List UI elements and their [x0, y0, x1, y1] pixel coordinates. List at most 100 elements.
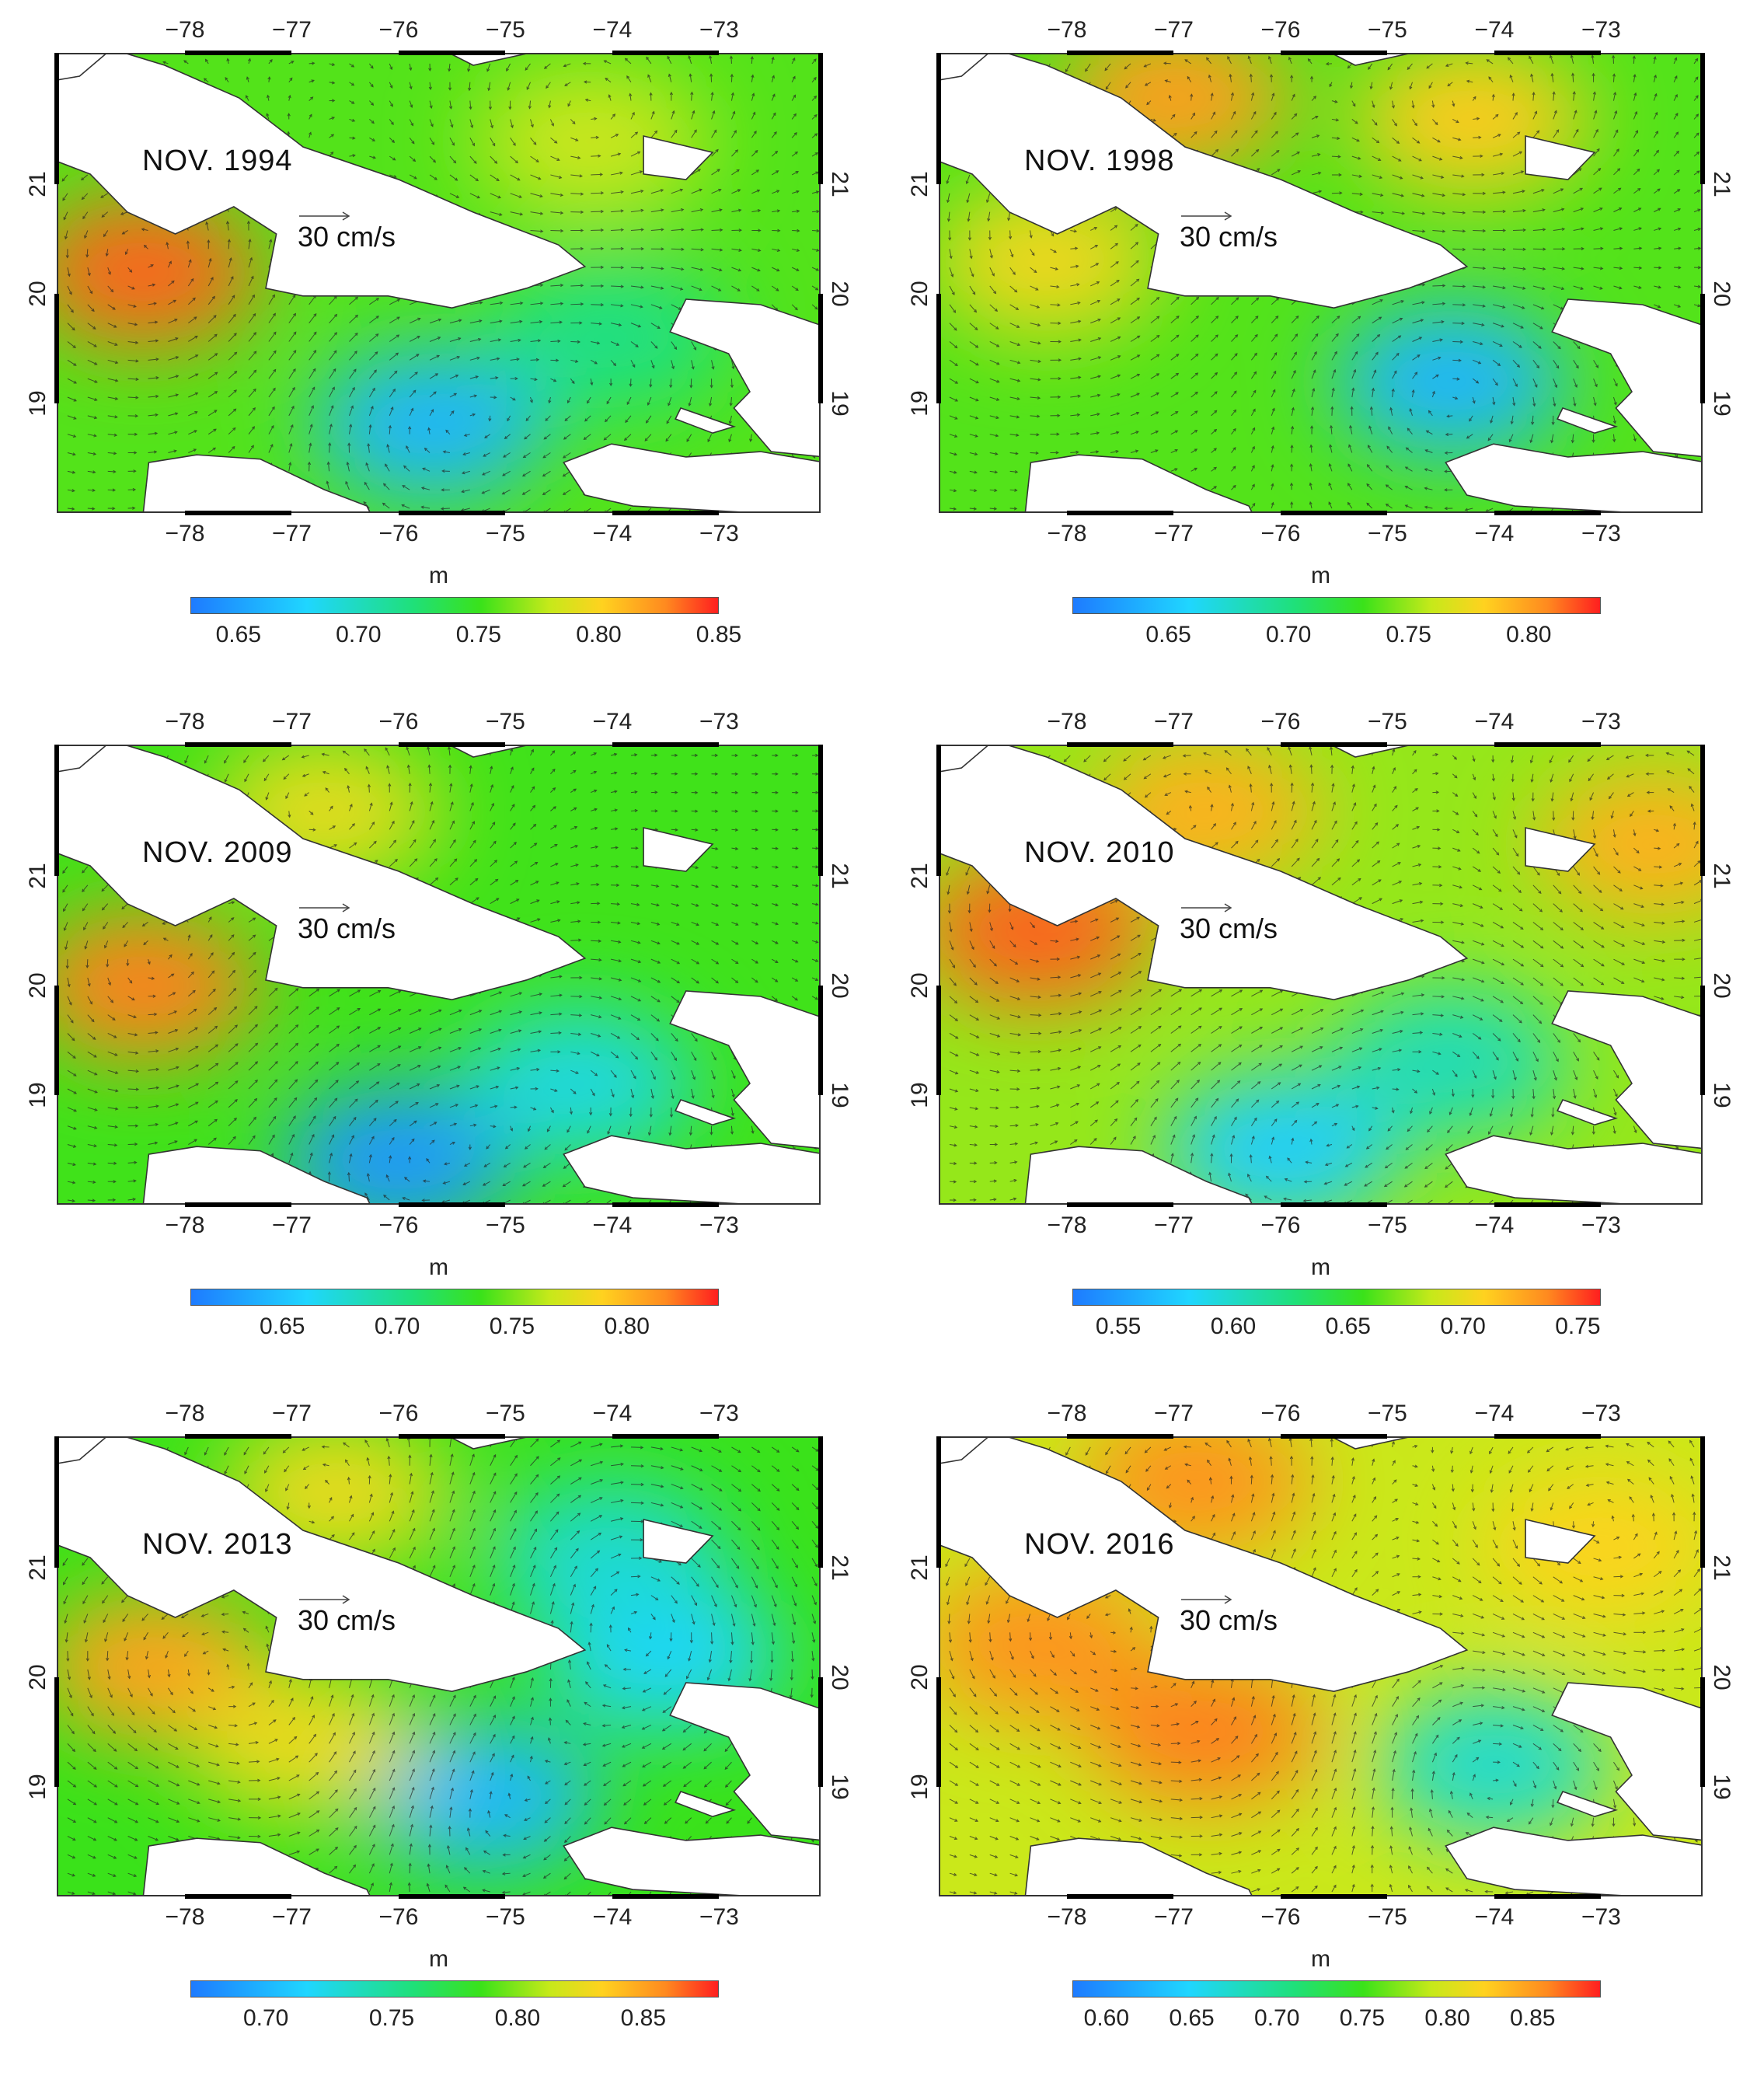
frame-bar-left — [936, 1436, 941, 1568]
lon-tick-top: −75 — [485, 709, 525, 734]
frame-bar-bottom — [1066, 1894, 1174, 1899]
field-features — [58, 1438, 781, 1871]
lon-tick-bottom: −73 — [1581, 521, 1621, 546]
lat-tick-left: 20 — [907, 972, 933, 999]
frame-bar-right — [1700, 294, 1705, 404]
sea-level-map — [58, 1438, 819, 1895]
lon-tick-top: −78 — [165, 709, 205, 734]
land-bahamas — [450, 54, 526, 66]
frame-bar-left — [936, 53, 941, 185]
lat-tick-right: 20 — [827, 281, 852, 307]
scale-arrow-icon — [1181, 211, 1232, 221]
frame-bar-top — [1066, 742, 1174, 747]
colorbar-tick: 0.80 — [604, 1314, 650, 1339]
lon-tick-top: −74 — [592, 17, 633, 43]
lat-tick-left: 20 — [25, 1664, 51, 1690]
frame-bar-top — [612, 742, 720, 747]
frame-bar-top — [1280, 742, 1388, 747]
colorbar-tick: 0.70 — [1265, 622, 1312, 647]
frame-bar-bottom — [1280, 511, 1388, 515]
colorbar-tick: 0.70 — [1440, 1314, 1486, 1339]
land-cuba_nw — [58, 54, 106, 81]
frame-bar-left — [54, 1677, 59, 1788]
velocity-scale-label: 30 cm/s — [298, 221, 396, 253]
colorbar-tick: 0.70 — [1254, 2005, 1300, 2031]
lat-tick-left: 19 — [25, 1082, 51, 1108]
lat-tick-right: 21 — [1709, 1554, 1734, 1581]
frame-bar-top — [1494, 742, 1602, 747]
colorbar-tick: 0.60 — [1210, 1314, 1257, 1339]
lon-tick-bottom: −74 — [592, 1904, 633, 1930]
lon-tick-bottom: −74 — [592, 1212, 633, 1238]
colorbar — [1072, 1980, 1601, 1997]
frame-bar-left — [54, 53, 59, 185]
colorbar-tick: 0.55 — [1095, 1314, 1142, 1339]
lon-tick-top: −75 — [485, 17, 525, 43]
colorbar-tick: 0.75 — [489, 1314, 535, 1339]
lat-tick-right: 21 — [827, 171, 852, 197]
land-cuba — [58, 54, 587, 309]
lon-tick-top: −76 — [1260, 17, 1301, 43]
lat-tick-right: 19 — [1709, 390, 1734, 417]
scale-arrow-icon — [299, 903, 350, 912]
land-hisp_n — [1551, 298, 1701, 458]
frame-bar-bottom — [1494, 1202, 1602, 1207]
frame-bar-right — [818, 745, 823, 877]
velocity-scale-label: 30 cm/s — [298, 912, 396, 944]
lon-tick-bottom: −75 — [485, 521, 525, 546]
lon-tick-top: −73 — [699, 17, 739, 43]
frame-bar-top — [612, 1434, 720, 1439]
frame-bar-bottom — [1066, 1202, 1174, 1207]
sea-level-low — [1334, 307, 1567, 455]
land-cuba_nw — [940, 54, 988, 81]
lon-tick-top: −76 — [1260, 1401, 1301, 1426]
lon-tick-bottom: −78 — [1047, 1904, 1087, 1930]
lon-tick-bottom: −73 — [699, 1904, 739, 1930]
land-cuba_nw — [58, 746, 106, 773]
sea-level-low — [495, 263, 728, 411]
lon-tick-bottom: −78 — [165, 521, 205, 546]
sea-level-high — [187, 1669, 420, 1816]
lat-tick-right: 21 — [827, 1554, 852, 1581]
lon-tick-top: −78 — [1047, 709, 1087, 734]
lat-tick-right: 20 — [1709, 281, 1734, 307]
sea-level-high — [940, 1571, 1152, 1718]
lon-tick-bottom: −76 — [378, 1212, 419, 1238]
lon-tick-top: −76 — [378, 17, 419, 43]
frame-bar-bottom — [1280, 1202, 1388, 1207]
lat-tick-left: 21 — [907, 171, 933, 197]
frame-bar-top — [612, 51, 720, 55]
velocity-scale-label: 30 cm/s — [298, 1604, 396, 1636]
land-hisp_n — [669, 298, 819, 458]
sea-level-low — [1377, 1690, 1610, 1838]
lon-tick-bottom: −76 — [1260, 521, 1301, 546]
velocity-scale-label: 30 cm/s — [1180, 221, 1278, 253]
land-hisp_s — [1445, 443, 1701, 511]
map-panel: NOV. 2009 30 cm/s −78 −78 −77 −77 −76 −76 −75 −75… — [0, 692, 882, 1383]
lon-tick-bottom: −76 — [378, 1904, 419, 1930]
panel-title: NOV. 1994 — [142, 145, 293, 177]
map-frame — [939, 745, 1703, 1205]
lon-tick-top: −78 — [165, 17, 205, 43]
land-bahamas — [450, 1438, 526, 1450]
sea-level-map — [58, 746, 819, 1203]
lon-tick-bottom: −74 — [592, 521, 633, 546]
lon-tick-bottom: −75 — [1367, 1904, 1407, 1930]
scale-arrow-icon — [299, 1595, 350, 1604]
panel-title: NOV. 2013 — [142, 1528, 293, 1561]
lon-tick-top: −76 — [1260, 709, 1301, 734]
map-frame — [57, 745, 821, 1205]
lon-tick-top: −78 — [1047, 17, 1087, 43]
scale-arrow-icon — [1181, 903, 1232, 912]
frame-bar-top — [184, 51, 292, 55]
scale-arrow-icon — [1181, 1595, 1232, 1604]
frame-bar-bottom — [184, 511, 292, 515]
sea-level-high — [1089, 1658, 1323, 1806]
lon-tick-top: −77 — [272, 17, 312, 43]
lat-tick-right: 21 — [1709, 863, 1734, 889]
land-cuba — [940, 54, 1469, 309]
lat-tick-left: 19 — [907, 1774, 933, 1800]
colorbar-tick: 0.65 — [1145, 622, 1191, 647]
colorbar-tick: 0.85 — [620, 2005, 667, 2031]
sea-level-map — [58, 54, 819, 511]
